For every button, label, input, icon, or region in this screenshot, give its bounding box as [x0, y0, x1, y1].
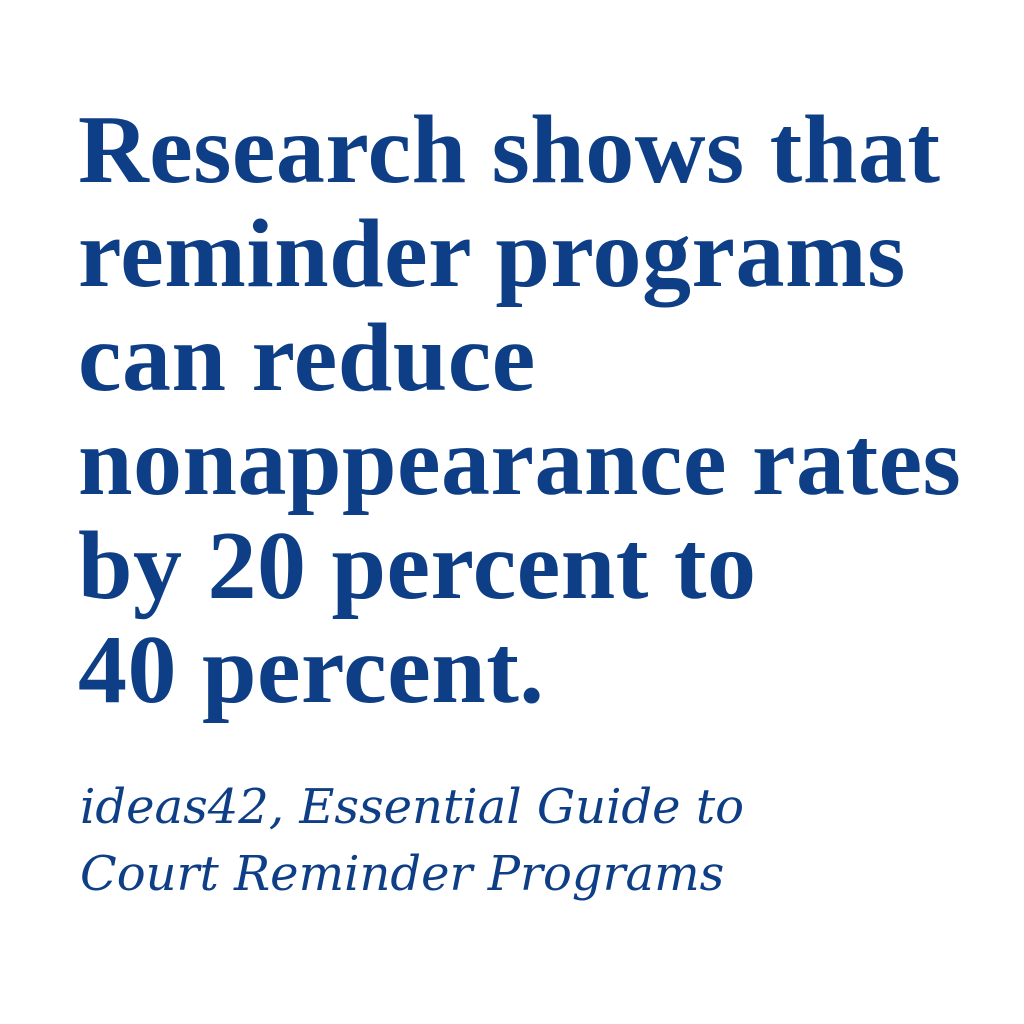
- attribution: ideas42, Essential Guide to Court Remind…: [80, 774, 744, 908]
- quote-line: can reduce: [78, 304, 536, 412]
- quote-text: Research shows that reminder programs ca…: [78, 98, 961, 722]
- attribution-line: ideas42, Essential Guide to: [80, 779, 745, 835]
- quote-line: 40 percent.: [78, 616, 545, 724]
- quote-line: reminder programs: [78, 200, 906, 308]
- quote-line: Research shows that: [78, 96, 941, 204]
- attribution-line: Court Reminder Programs: [80, 846, 725, 902]
- quote-line: by 20 percent to: [78, 512, 757, 620]
- quote-line: nonappearance rates: [78, 408, 962, 516]
